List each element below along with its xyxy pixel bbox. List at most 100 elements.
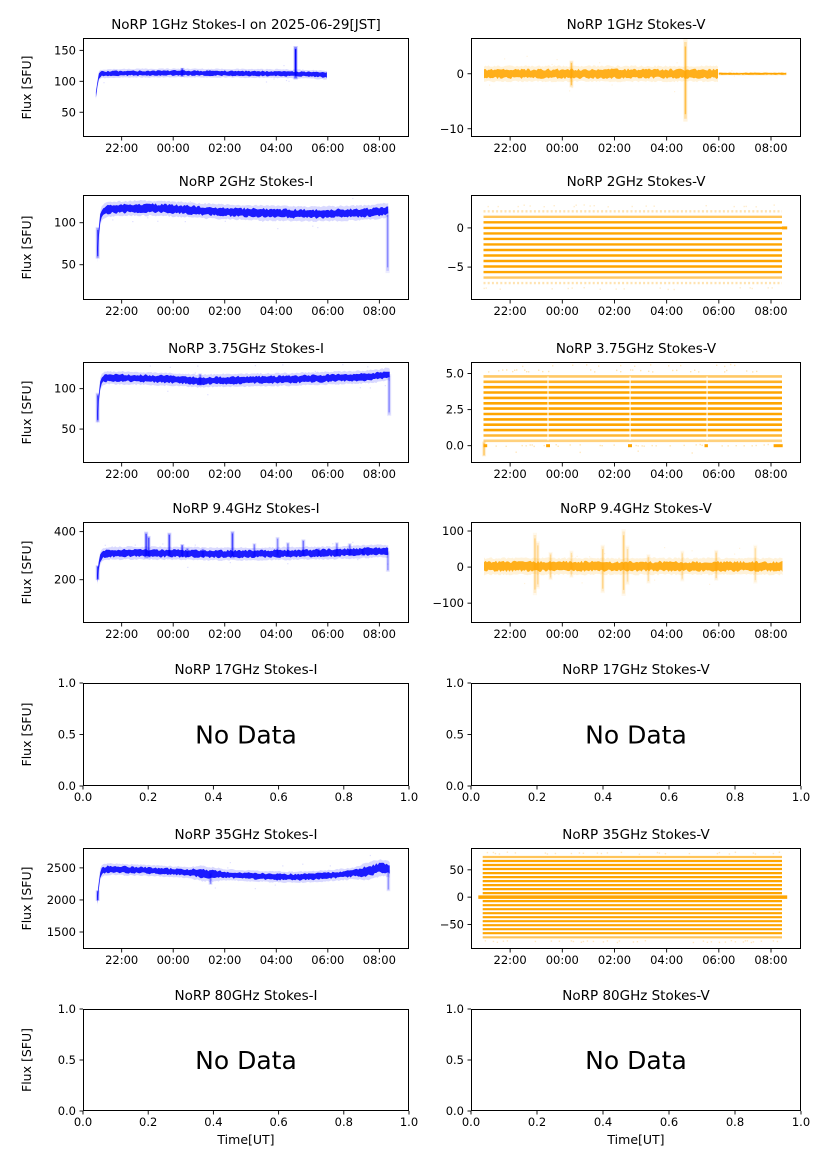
plot-border <box>83 848 409 949</box>
x-tick-label: 06:00 <box>702 953 735 967</box>
y-tick-label: −5 <box>447 260 464 274</box>
y-axis-label: Flux [SFU] <box>19 1028 34 1092</box>
x-tick-label: 00:00 <box>546 627 579 641</box>
x-tick-label: 22:00 <box>105 304 138 318</box>
x-tick-label: 22:00 <box>105 627 138 641</box>
y-tick-label: 0 <box>457 221 464 235</box>
x-tick-label: 0.0 <box>74 1115 92 1129</box>
no-data-label: No Data <box>195 1046 297 1075</box>
x-axis-label: Time[UT] <box>606 1132 664 1147</box>
plot-canvas: 0.0 0.2 0.4 0.6 0.8 1.0 0.0 0.5 1.0 No Data <box>446 676 810 804</box>
x-tick-label: 0.2 <box>139 790 157 804</box>
plot-title: NoRP 80GHz Stokes-V <box>562 988 710 1004</box>
y-tick-label: 2500 <box>47 861 76 875</box>
x-tick-label: 06:00 <box>311 467 344 481</box>
y-tick-label: 1500 <box>47 925 76 939</box>
x-tick-label: 02:00 <box>208 304 241 318</box>
plot-canvas: 22:00 00:00 02:00 04:00 06:00 08:00 50 100 Flux … <box>19 195 409 318</box>
plot-title: NoRP 80GHz Stokes-I <box>174 988 318 1004</box>
subplot-norp-80ghz-stokes-i: NoRP 80GHz Stokes-I 0.0 0.2 0.4 0.6 0.8 1.0 0.0… <box>19 988 418 1147</box>
x-tick-label: 08:00 <box>754 304 787 318</box>
y-axis-label: Flux [SFU] <box>19 541 34 605</box>
y-tick-label: 50 <box>449 863 464 877</box>
plot-title: NoRP 9.4GHz Stokes-I <box>172 501 320 517</box>
x-tick-label: 1.0 <box>400 1115 418 1129</box>
y-tick-label: 0.0 <box>446 1104 464 1118</box>
plot-border <box>83 683 409 786</box>
x-tick-label: 0.0 <box>74 790 92 804</box>
x-tick-label: 0.2 <box>139 1115 157 1129</box>
y-tick-label: 0 <box>457 890 464 904</box>
y-tick-label: 150 <box>54 43 76 57</box>
y-tick-label: 50 <box>61 258 76 272</box>
x-tick-label: 08:00 <box>754 627 787 641</box>
x-tick-label: 06:00 <box>311 627 344 641</box>
x-tick-label: 04:00 <box>650 304 683 318</box>
plot-title: NoRP 17GHz Stokes-I <box>174 662 318 678</box>
x-tick-label: 22:00 <box>494 627 527 641</box>
x-tick-label: 0.4 <box>204 790 222 804</box>
plot-border <box>471 522 801 623</box>
x-tick-label: 04:00 <box>260 304 293 318</box>
x-tick-label: 0.6 <box>269 790 287 804</box>
subplot-norp-9-4ghz-stokes-v: NoRP 9.4GHz Stokes-V 22:00 00:00 02:00 04:00… <box>432 501 801 641</box>
subplot-norp-3-75ghz-stokes-i: NoRP 3.75GHz Stokes-I 22:00 00:00 02:00 04:0… <box>19 341 409 481</box>
x-tick-label: 0.6 <box>660 1115 678 1129</box>
y-tick-label: 0.0 <box>446 439 464 453</box>
x-tick-label: 06:00 <box>311 304 344 318</box>
no-data-label: No Data <box>585 721 687 750</box>
y-tick-label: 0.0 <box>446 779 464 793</box>
plot-border <box>83 195 409 300</box>
x-tick-label: 02:00 <box>598 627 631 641</box>
x-tick-label: 02:00 <box>598 304 631 318</box>
plot-border <box>471 362 801 463</box>
x-tick-label: 02:00 <box>598 467 631 481</box>
x-tick-label: 00:00 <box>546 304 579 318</box>
x-tick-label: 06:00 <box>311 141 344 155</box>
x-tick-label: 0.8 <box>726 790 744 804</box>
plot-title: NoRP 3.75GHz Stokes-I <box>168 341 324 357</box>
plot-border <box>83 38 409 137</box>
plot-title: NoRP 17GHz Stokes-V <box>562 662 710 678</box>
y-axis-label: Flux [SFU] <box>19 56 34 120</box>
x-tick-label: 02:00 <box>208 141 241 155</box>
plot-title: NoRP 2GHz Stokes-I <box>178 174 314 190</box>
y-axis-label: Flux [SFU] <box>19 381 34 445</box>
plot-canvas: 22:00 00:00 02:00 04:00 06:00 08:00 0.0 2.5 5.0 <box>446 362 801 481</box>
x-tick-label: 04:00 <box>650 467 683 481</box>
x-tick-label: 0.8 <box>335 1115 353 1129</box>
y-tick-label: 100 <box>54 382 76 396</box>
y-tick-label: 0 <box>457 67 464 81</box>
subplot-norp-1ghz-stokes-i: NoRP 1GHz Stokes-I on 2025-06-29[JST] 22:… <box>19 17 409 155</box>
subplot-norp-17ghz-stokes-i: NoRP 17GHz Stokes-I 0.0 0.2 0.4 0.6 0.8 1.0 0.0… <box>19 662 418 804</box>
x-tick-label: 02:00 <box>598 953 631 967</box>
plot-title: NoRP 3.75GHz Stokes-V <box>555 341 717 357</box>
no-data-label: No Data <box>585 1046 687 1075</box>
x-tick-label: 22:00 <box>494 467 527 481</box>
y-axis-label: Flux [SFU] <box>19 867 34 931</box>
x-tick-label: 0.6 <box>269 1115 287 1129</box>
subplot-norp-2ghz-stokes-i: NoRP 2GHz Stokes-I 22:00 00:00 02:00 04:00 06… <box>19 174 409 318</box>
plot-title: NoRP 35GHz Stokes-V <box>562 827 710 843</box>
x-tick-label: 0.4 <box>594 1115 612 1129</box>
x-tick-label: 04:00 <box>260 467 293 481</box>
plot-border <box>83 1009 409 1111</box>
y-tick-label: 5.0 <box>446 367 464 381</box>
plot-border <box>471 38 801 137</box>
plot-canvas: 22:00 00:00 02:00 04:00 06:00 08:00 0 −5 <box>447 195 801 318</box>
y-tick-label: 0.5 <box>446 1053 464 1067</box>
y-tick-label: 1.0 <box>58 1002 76 1016</box>
x-tick-label: 04:00 <box>260 627 293 641</box>
y-tick-label: −50 <box>440 917 464 931</box>
y-tick-label: 0.0 <box>58 1104 76 1118</box>
x-tick-label: 0.2 <box>528 1115 546 1129</box>
plot-canvas: 22:00 00:00 02:00 04:00 06:00 08:00 −50 0 50 <box>440 848 801 967</box>
y-tick-label: −10 <box>440 122 464 136</box>
x-tick-label: 08:00 <box>363 467 396 481</box>
y-tick-label: −100 <box>432 596 464 610</box>
plot-title: NoRP 1GHz Stokes-I on 2025-06-29[JST] <box>111 17 381 33</box>
x-tick-label: 04:00 <box>650 953 683 967</box>
y-tick-label: 0.0 <box>58 779 76 793</box>
plot-canvas: 22:00 00:00 02:00 04:00 06:00 08:00 0 −10 <box>440 38 801 155</box>
x-tick-label: 00:00 <box>546 467 579 481</box>
